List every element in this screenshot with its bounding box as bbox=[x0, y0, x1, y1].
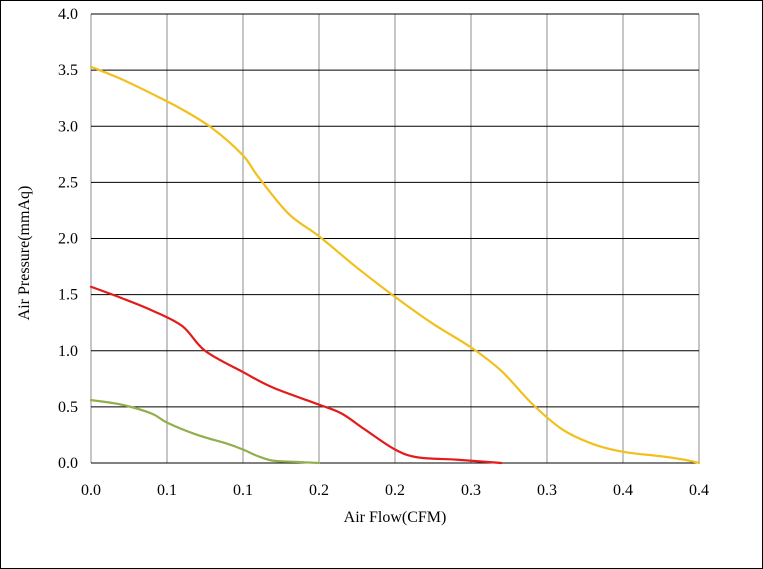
series-line-1 bbox=[89, 65, 701, 465]
x-tick-label: 0.4 bbox=[689, 482, 709, 499]
x-tick-label: 0.1 bbox=[157, 482, 177, 499]
y-axis-title: Air Pressure(mmAq) bbox=[16, 186, 33, 321]
y-tick-label: 1.5 bbox=[58, 287, 78, 304]
x-tick-label: 0.3 bbox=[537, 482, 557, 499]
y-tick-label: 2.0 bbox=[58, 231, 78, 248]
series-group bbox=[89, 65, 701, 465]
y-tick-labels: 0.0 0.5 1.0 1.5 2.0 2.5 3.0 3.5 4.0 bbox=[58, 6, 78, 472]
x-tick-label: 0.2 bbox=[309, 482, 329, 499]
x-tick-label: 0.3 bbox=[461, 482, 481, 499]
y-tick-label: 0.5 bbox=[58, 399, 78, 416]
y-tick-label: 4.0 bbox=[58, 6, 78, 23]
x-axis-title: Air Flow(CFM) bbox=[344, 509, 447, 526]
x-tick-labels: 0.0 0.1 0.1 0.2 0.2 0.3 0.3 0.4 0.4 bbox=[81, 482, 709, 499]
y-tick-label: 2.5 bbox=[58, 174, 78, 191]
y-tick-label: 3.0 bbox=[58, 118, 78, 135]
y-tick-label: 3.5 bbox=[58, 62, 78, 79]
x-tick-label: 0.2 bbox=[385, 482, 405, 499]
series-line-2 bbox=[89, 285, 503, 465]
x-tick-label: 0.1 bbox=[233, 482, 253, 499]
series-line-3 bbox=[89, 399, 321, 465]
y-tick-label: 0.0 bbox=[58, 455, 78, 472]
y-tick-label: 1.0 bbox=[58, 343, 78, 360]
x-tick-label: 0.4 bbox=[613, 482, 633, 499]
grid-lines bbox=[90, 13, 700, 464]
x-tick-label: 0.0 bbox=[81, 482, 101, 499]
